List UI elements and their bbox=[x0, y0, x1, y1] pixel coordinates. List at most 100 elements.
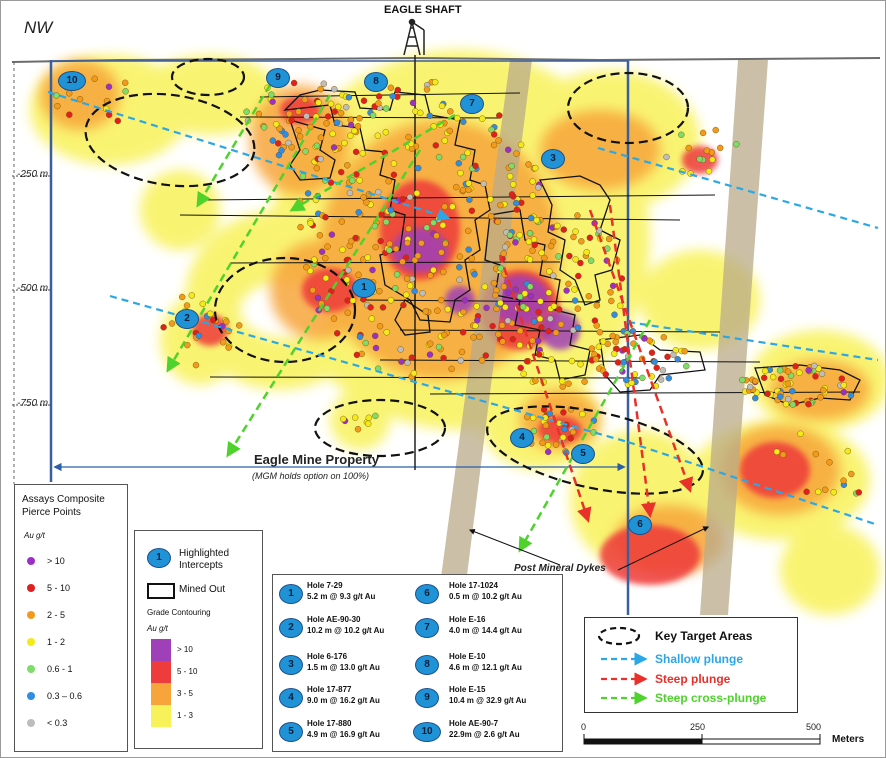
assay-point bbox=[578, 238, 585, 245]
assay-point bbox=[536, 315, 544, 323]
assay-point bbox=[552, 441, 560, 448]
assay-point bbox=[513, 199, 520, 207]
intercept-9: Hole E-15 10.4 m @ 32.9 g/t Au bbox=[449, 685, 527, 705]
intercept-marker-5[interactable]: 5 bbox=[571, 444, 595, 464]
assay-point bbox=[500, 250, 507, 257]
assay-point bbox=[826, 459, 833, 466]
intercept-marker-7[interactable]: 7 bbox=[460, 94, 484, 114]
assay-point bbox=[623, 376, 630, 384]
assay-point bbox=[441, 331, 448, 339]
intercept-marker-1[interactable]: 1 bbox=[352, 278, 376, 298]
intercept-marker-6[interactable]: 6 bbox=[628, 515, 652, 535]
assay-point bbox=[496, 112, 503, 119]
assay-point bbox=[664, 353, 671, 360]
assay-point bbox=[315, 99, 322, 106]
assay-point bbox=[323, 305, 331, 312]
intercept-1: Hole 7-29 5.2 m @ 9.3 g/t Au bbox=[307, 581, 376, 601]
assay-point bbox=[609, 282, 617, 290]
assay-point bbox=[519, 303, 527, 310]
assay-point bbox=[497, 299, 504, 307]
assay-point bbox=[796, 369, 803, 376]
assay-point bbox=[372, 412, 379, 420]
assay-point bbox=[53, 92, 60, 99]
assay-point bbox=[670, 351, 677, 359]
assay-point bbox=[498, 322, 506, 329]
intercept-marker-9[interactable]: 9 bbox=[266, 68, 290, 88]
assay-point bbox=[184, 341, 191, 349]
assay-point bbox=[400, 301, 407, 309]
assay-point bbox=[427, 272, 434, 279]
assay-point bbox=[762, 367, 769, 375]
assay-point bbox=[295, 126, 302, 134]
assay-point bbox=[446, 127, 453, 135]
assay-point bbox=[542, 422, 550, 429]
assay-point bbox=[779, 451, 787, 458]
assay-point bbox=[442, 240, 449, 247]
assay-point bbox=[160, 324, 167, 331]
assay-point bbox=[803, 488, 810, 495]
assay-point bbox=[563, 287, 570, 294]
assay-point bbox=[508, 162, 515, 170]
assay-point bbox=[76, 95, 84, 103]
assay-point bbox=[612, 338, 619, 346]
intercept-marker-2[interactable]: 2 bbox=[175, 309, 199, 329]
assay-point bbox=[607, 289, 614, 296]
assay-point bbox=[535, 337, 542, 345]
assay-point bbox=[538, 249, 545, 257]
assay-point bbox=[392, 285, 399, 292]
assay-point bbox=[646, 337, 653, 344]
intercept-marker-10[interactable]: 10 bbox=[58, 71, 86, 91]
assay-point bbox=[561, 425, 568, 433]
assay-point bbox=[648, 349, 656, 356]
assay-point bbox=[683, 363, 690, 370]
intercept-5: Hole 17-880 4.9 m @ 16.9 g/t Au bbox=[307, 719, 380, 739]
assays-legend-unit: Au g/t bbox=[24, 531, 45, 540]
assay-point bbox=[659, 367, 667, 374]
assay-point bbox=[651, 358, 658, 365]
assay-point bbox=[466, 196, 473, 203]
intercept-marker-8[interactable]: 8 bbox=[364, 72, 388, 92]
assay-point bbox=[275, 140, 282, 147]
assay-point bbox=[269, 98, 276, 105]
assay-point bbox=[557, 321, 565, 328]
assay-point bbox=[811, 362, 818, 370]
assay-point bbox=[347, 132, 354, 139]
assay-point bbox=[544, 442, 552, 449]
assay-point bbox=[506, 231, 514, 239]
assay-point bbox=[516, 293, 524, 300]
assay-point bbox=[317, 134, 325, 141]
scale-tick-500: 500 bbox=[806, 722, 822, 732]
grade-swatch-5-10 bbox=[151, 661, 171, 683]
assay-point bbox=[348, 237, 355, 245]
assay-point bbox=[583, 249, 590, 256]
assay-point bbox=[579, 410, 586, 418]
assay-point bbox=[516, 341, 523, 349]
assay-point bbox=[565, 280, 572, 288]
direction-label: NW bbox=[24, 18, 53, 37]
assay-point bbox=[621, 346, 628, 353]
assay-point bbox=[430, 219, 437, 227]
assay-point bbox=[410, 370, 418, 377]
intercept-marker-3[interactable]: 3 bbox=[541, 149, 565, 169]
assay-point bbox=[375, 100, 382, 107]
assay-point bbox=[639, 374, 646, 382]
assay-point bbox=[286, 110, 293, 118]
depth-label-500: -500 m bbox=[17, 283, 49, 294]
assay-point bbox=[560, 226, 567, 233]
symbols-legend: 1 Highlighted Intercepts Mined Out Grade … bbox=[134, 530, 263, 749]
assay-point bbox=[433, 232, 440, 239]
assay-point bbox=[268, 91, 275, 98]
assay-point bbox=[592, 355, 600, 363]
assay-point bbox=[489, 322, 496, 330]
intercept-marker-4[interactable]: 4 bbox=[510, 428, 534, 448]
assay-point bbox=[341, 139, 348, 147]
assay-point bbox=[435, 343, 443, 351]
assays-legend: Assays Composite Pierce Points Au g/t > 1… bbox=[14, 484, 128, 752]
assay-point bbox=[383, 329, 390, 336]
intercept-2: Hole AE-90-30 10.2 m @ 10.2 g/t Au bbox=[307, 615, 385, 635]
mined-out-label: Mined Out bbox=[179, 584, 226, 595]
table-badge-1: 1 bbox=[279, 584, 303, 604]
grade-swatch-1-3 bbox=[151, 705, 171, 727]
assay-point bbox=[468, 207, 476, 215]
assay-point bbox=[382, 128, 389, 136]
